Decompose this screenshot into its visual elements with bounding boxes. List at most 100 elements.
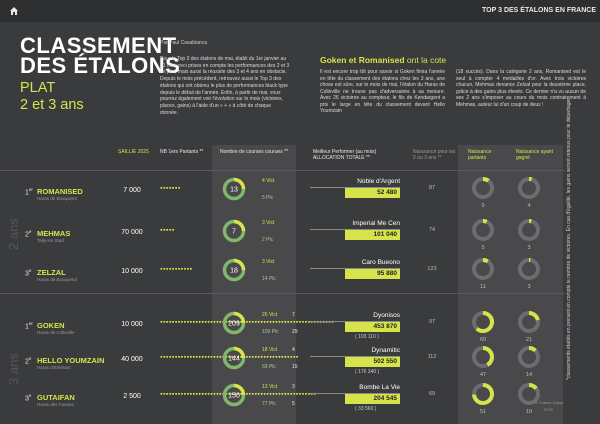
naissance-count: 87	[428, 185, 436, 191]
victories-month: 4	[292, 347, 295, 353]
victories: 26 Vict	[262, 312, 278, 318]
saillie-value: 10 000	[121, 268, 143, 275]
naissance-count: 112	[427, 354, 437, 360]
header-nb-partants: NB 1ers Partants **	[160, 149, 204, 155]
victories: 4 Vict	[262, 178, 275, 184]
places-month: 15	[292, 364, 298, 370]
performer-name: Caro Bueono	[361, 259, 400, 266]
places: 69 Plc	[262, 364, 276, 370]
naissance-gagnants-count: 3	[527, 284, 531, 290]
naissance-gagnants-count: 3	[527, 245, 531, 251]
header-saillie: SAILLIE 2025	[118, 149, 149, 155]
rank: 1er	[25, 187, 33, 196]
stallion-name: GOKEN	[37, 321, 65, 330]
naissance-gagnants-ring	[518, 383, 540, 405]
subtitle-line-1: PLAT	[20, 80, 56, 96]
rank-number: 3	[25, 395, 29, 403]
courses-ring: 209	[222, 311, 246, 335]
rank-number: 2	[25, 231, 29, 239]
rank-number: 1	[25, 323, 29, 331]
article-column-1: Il est encore trop tôt pour savoir si Go…	[320, 69, 445, 114]
naissance-partants-ring	[472, 311, 494, 333]
performer-gain: 453 870	[345, 322, 400, 332]
performer-name: Dynamitic	[371, 347, 400, 354]
performer-gain-month: ( 33 560 )	[355, 406, 377, 412]
performer-gain: 52 480	[345, 188, 400, 198]
naissance-gagnants-count: 21	[525, 337, 533, 343]
naissance-count: 74	[428, 227, 436, 233]
saillie-value: 10 000	[121, 321, 143, 328]
stallion-breeder: Haras de Bouquetot	[37, 277, 78, 282]
header-naissance-partants: Naissance partants	[468, 149, 492, 161]
stallion-name: HELLO YOUMZAIN	[37, 356, 105, 365]
performer-name: Noble d'Argent	[357, 178, 400, 185]
naissance-partants-count: 11	[480, 284, 486, 290]
article-column-2: (18 succès). Dans la catégorie 2 ans, Ro…	[456, 69, 586, 108]
courses-ring: 7	[222, 219, 246, 243]
courses-count: 150	[228, 393, 240, 400]
partants-dots: ●●●●●	[160, 227, 175, 232]
places: 5 Plc	[262, 195, 274, 201]
performer-gain: 502 550	[345, 357, 400, 367]
performer-line	[310, 229, 400, 230]
naissance-gagnants-count: 14	[525, 372, 533, 378]
naissance-partants-ring	[472, 219, 494, 241]
naissance-gagnants-ring	[518, 258, 540, 280]
victories: 18 Vict	[262, 347, 278, 353]
stallion-name: ROMANISED	[37, 187, 83, 196]
header-performer: Meilleur Performer (au mois) ALLOCATION …	[313, 149, 377, 161]
naissance-gagnants-ring	[518, 311, 540, 333]
naissance-partants-ring	[472, 346, 494, 368]
victories-month: 7	[292, 312, 295, 318]
credit-ifce: IFCE	[544, 407, 554, 412]
naissance-gagnants-ring	[518, 176, 540, 199]
naissance-gagnants-count: 4	[527, 203, 531, 209]
naissance-partants-ring	[472, 177, 494, 199]
title-line-1: CLASSEMENT	[20, 33, 177, 58]
article-title-rest: ont la cote	[404, 55, 447, 65]
subtitle-line-2: 2 et 3 ans	[20, 97, 84, 113]
rank-suffix: e	[28, 229, 32, 234]
rank-suffix: er	[28, 187, 33, 192]
naissance-partants-count: 51	[479, 409, 487, 415]
stallion-breeder: Haras de Colleville	[37, 330, 75, 335]
naissance-partants-count: 9	[481, 203, 485, 209]
separator-middle	[0, 293, 565, 294]
naissance-count: 97	[428, 319, 436, 325]
partants-dots: ●●●●●●●●●●●●●●●●●●●●●●●●●●●●●●●●●●●●●●●●…	[160, 319, 334, 324]
page-subtitle: PLAT 2 et 3 ans	[20, 80, 84, 114]
rank: 3e	[25, 268, 31, 277]
footnote: *classements établis en prenant en compt…	[566, 98, 572, 380]
partants-dots: ●●●●●●●	[160, 185, 181, 190]
courses-count: 209	[228, 321, 240, 328]
age-label-2ans: 2 ans	[6, 218, 21, 250]
performer-line	[310, 321, 400, 322]
places-month: 29	[292, 329, 298, 335]
separator-top	[0, 170, 565, 171]
saillie-value: 40 000	[121, 356, 143, 363]
places: 77 Plc	[262, 401, 276, 407]
performer-gain: 101 040	[345, 230, 400, 240]
rank-suffix: e	[28, 393, 32, 398]
rank-number: 2	[25, 358, 29, 366]
performer-line	[310, 187, 400, 188]
rank-suffix: e	[28, 356, 32, 361]
page-title: CLASSEMENT DES ÉTALONS	[20, 33, 180, 77]
rank-suffix: e	[28, 268, 32, 273]
rank-number: 3	[25, 270, 29, 278]
performer-gain: 95 880	[345, 269, 400, 279]
header-naissance: Naissance pour les 2 ou 3 ans **	[413, 149, 456, 161]
victories: 3 Vict	[262, 259, 275, 265]
courses-ring: 18	[222, 258, 246, 282]
home-icon[interactable]	[9, 6, 19, 16]
performer-name: Bombe La Vie	[359, 384, 400, 391]
performer-line	[310, 356, 400, 357]
performer-line	[310, 268, 400, 269]
stallion-name: GUTAIFAN	[37, 393, 75, 402]
places: 109 Plc	[262, 329, 279, 335]
header-naissance-gagnants: Naissance ayant gagné	[516, 149, 553, 161]
courses-ring: 13	[222, 177, 246, 201]
stallion-breeder: Tally-Ho Stud	[37, 238, 64, 243]
naissance-partants-count: 5	[481, 245, 485, 251]
credit-france-galop: © France Galop	[535, 400, 564, 405]
